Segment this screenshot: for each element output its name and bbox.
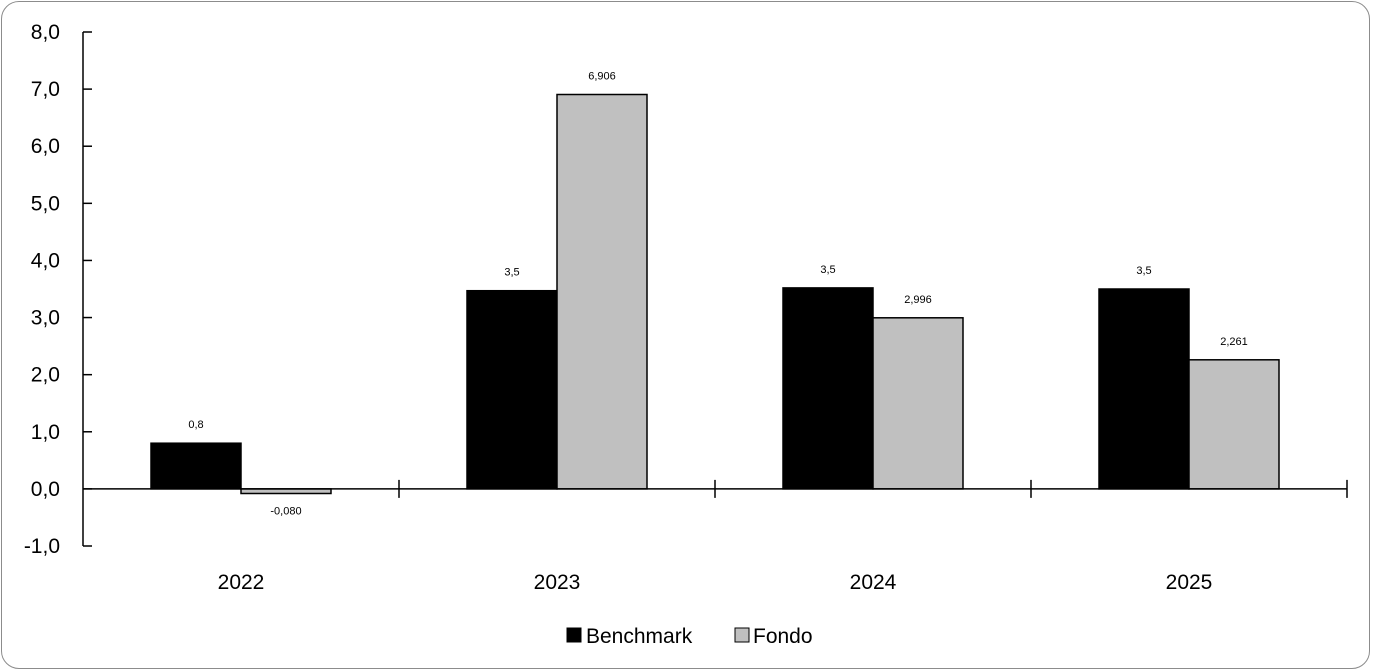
y-tick-label: 3,0: [31, 307, 60, 330]
bar-fondo-2025: [1188, 359, 1280, 490]
data-label-fondo-2023: 6,906: [588, 71, 616, 83]
data-label-fondo-2024: 2,996: [904, 294, 932, 306]
bar-fondo-2024: [872, 317, 964, 490]
bar-benchmark-2024: [782, 287, 874, 490]
y-tick-label: 8,0: [31, 21, 60, 44]
bars-layer: [150, 93, 1280, 495]
bar-benchmark-2025: [1098, 288, 1190, 490]
axes-layer: [82, 31, 1348, 547]
y-tick-label: 0,0: [31, 478, 60, 501]
labels-layer: 0,8 -0,080 2022 3,5 6,906 2023 3,5 2,996 2024 3,5…: [24, 21, 1248, 594]
y-tick-label: 5,0: [31, 192, 60, 215]
bar-benchmark-2023: [466, 289, 558, 490]
data-label-fondo-2025: 2,261: [1220, 336, 1248, 348]
y-tick-label: 7,0: [31, 78, 60, 101]
data-label-benchmark-2024: 3,5: [820, 264, 835, 276]
x-tick-label-2022: 2022: [218, 571, 265, 594]
y-tick-label: 4,0: [31, 249, 60, 272]
data-label-benchmark-2025: 3,5: [1136, 265, 1151, 277]
legend-swatch-fondo: [734, 627, 750, 643]
data-label-benchmark-2022: 0,8: [188, 419, 203, 431]
x-tick-label-2024: 2024: [850, 571, 897, 594]
y-tick-label: 6,0: [31, 135, 60, 158]
y-tick-label: 2,0: [31, 364, 60, 387]
legend-swatch-benchmark: [566, 627, 582, 643]
data-label-benchmark-2023: 3,5: [504, 267, 519, 279]
y-tick-label: 1,0: [31, 421, 60, 444]
y-tick-label: -1,0: [24, 535, 60, 558]
legend: Benchmark Fondo: [566, 625, 813, 648]
bar-benchmark-2022: [150, 442, 242, 490]
bar-fondo-2023: [556, 93, 648, 490]
legend-label-fondo: Fondo: [753, 625, 813, 648]
data-label-fondo-2022: -0,080: [270, 506, 301, 518]
legend-label-benchmark: Benchmark: [586, 625, 693, 648]
x-tick-label-2023: 2023: [534, 571, 581, 594]
x-tick-label-2025: 2025: [1166, 571, 1213, 594]
